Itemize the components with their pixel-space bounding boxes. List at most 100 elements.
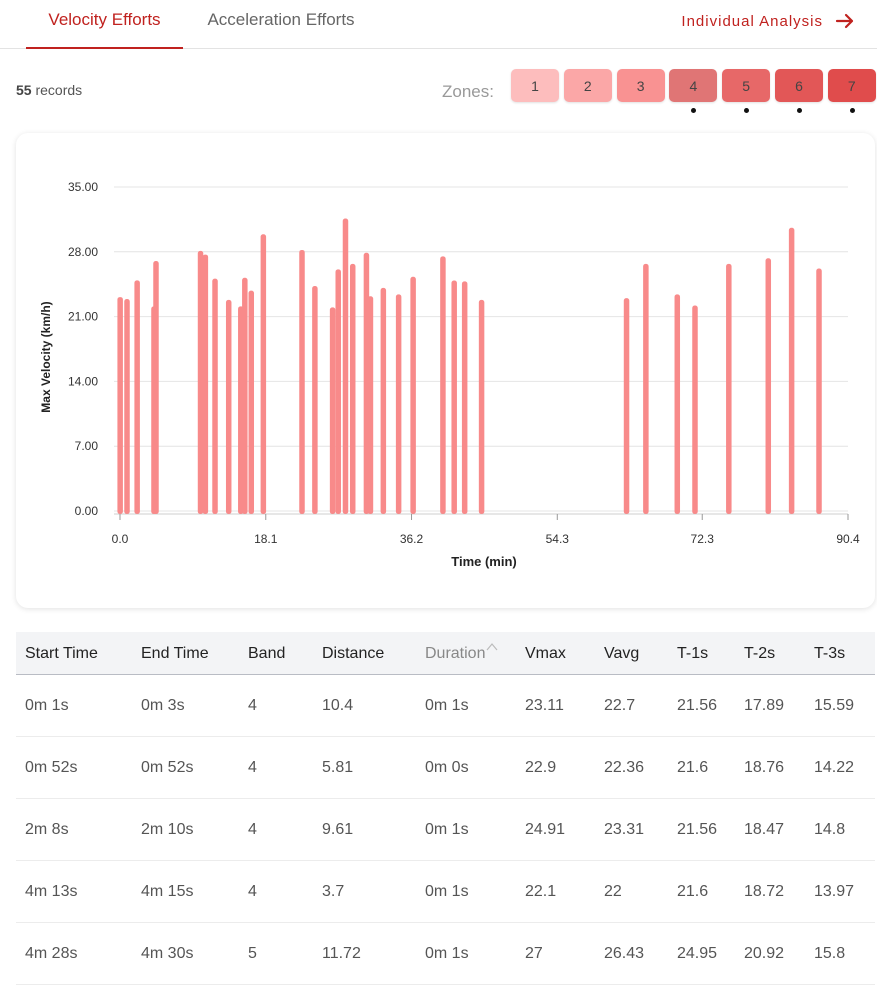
table-cell: 26.43 xyxy=(604,945,645,962)
zone-button-2[interactable]: 2 xyxy=(563,69,612,102)
efforts-table: Start Time End Time Band Distance Duration Vm… xyxy=(16,632,875,985)
zone-button-1[interactable]: 1 xyxy=(511,69,559,102)
column-header-distance[interactable]: Distance xyxy=(322,632,384,675)
table-cell: 24.91 xyxy=(525,821,566,838)
table-cell: 4 xyxy=(248,759,257,776)
chart-bar xyxy=(248,290,255,514)
zone-selected-dot xyxy=(691,108,697,113)
chart-bar xyxy=(124,299,130,514)
column-header-duration[interactable]: Duration xyxy=(425,632,498,675)
chart-bar xyxy=(312,286,318,514)
column-header-label: Vavg xyxy=(604,645,640,662)
x-tick-label: 18.1 xyxy=(254,532,278,546)
column-header-label: T-1s xyxy=(677,645,709,662)
table-cell: 24.95 xyxy=(677,945,718,962)
table-row[interactable]: 0m 1s 0m 3s 4 10.4 0m 1s 23.11 22.7 21.56 17.89 1… xyxy=(16,675,875,737)
table-cell: 14.22 xyxy=(814,759,855,776)
column-header-t-3s[interactable]: T-3s xyxy=(814,632,845,675)
velocity-chart-card: 0.00 7.00 14.00 21.00 28.00 35.00 0.0 18.1 36.2 5… xyxy=(16,133,875,608)
table-cell: 18.47 xyxy=(744,821,785,838)
tab-velocity-efforts[interactable]: Velocity Efforts xyxy=(26,0,183,49)
zones-label: Zones: xyxy=(442,82,494,101)
chart-bar xyxy=(242,277,248,514)
tab-acceleration-efforts[interactable]: Acceleration Efforts xyxy=(207,10,355,29)
chart-bar xyxy=(765,258,772,514)
table-cell: 4 xyxy=(248,883,257,900)
column-header-start-time[interactable]: Start Time xyxy=(25,632,98,675)
y-tick-label: 28.00 xyxy=(68,245,98,259)
table-cell: 4m 28s xyxy=(25,945,78,962)
table-cell: 11.72 xyxy=(322,945,361,962)
chart-bar xyxy=(461,281,468,514)
table-cell: 2m 10s xyxy=(141,821,194,838)
chart-bar xyxy=(225,299,232,514)
table-cell: 2m 8s xyxy=(25,821,69,838)
column-header-label: Distance xyxy=(322,645,385,662)
table-cell: 15.8 xyxy=(814,945,846,962)
zone-button-5[interactable]: 5 xyxy=(722,69,771,102)
table-cell: 5 xyxy=(248,945,257,962)
chart-bar xyxy=(788,227,795,514)
records-count: 55 records xyxy=(16,82,82,98)
tab-bar: Velocity Efforts Acceleration Efforts In… xyxy=(0,0,877,49)
zone-selected-dot xyxy=(849,108,855,113)
table-body: 0m 1s 0m 3s 4 10.4 0m 1s 23.11 22.7 21.56 17.89 1… xyxy=(16,675,875,985)
column-header-band[interactable]: Band xyxy=(248,632,285,675)
sort-up-icon[interactable] xyxy=(486,642,498,652)
chart-bar xyxy=(335,269,341,514)
table-cell: 0m 3s xyxy=(141,697,185,714)
table-row[interactable]: 2m 8s 2m 10s 4 9.61 0m 1s 24.91 23.31 21.56 18.4… xyxy=(16,799,875,861)
table-cell: 4m 15s xyxy=(141,883,194,900)
x-axis-title: Time (min) xyxy=(451,554,517,569)
column-header-t-1s[interactable]: T-1s xyxy=(677,632,708,675)
chart-bar xyxy=(816,268,822,514)
zone-button-3[interactable]: 3 xyxy=(616,69,665,102)
individual-analysis-link[interactable]: Individual Analysis xyxy=(681,6,855,36)
table-cell: 0m 52s xyxy=(25,759,78,776)
chart-bar xyxy=(212,278,218,514)
column-header-vmax[interactable]: Vmax xyxy=(525,632,566,675)
zone-button-4[interactable]: 4 xyxy=(669,69,718,102)
table-cell: 0m 0s xyxy=(425,759,469,776)
column-header-label: Start Time xyxy=(25,645,98,662)
table-cell: 22.1 xyxy=(525,883,557,900)
column-header-t-2s[interactable]: T-2s xyxy=(744,632,775,675)
chart-bar xyxy=(202,254,209,514)
column-header-label: T-3s xyxy=(814,645,846,662)
column-header-end-time[interactable]: End Time xyxy=(141,632,209,675)
table-cell: 14.8 xyxy=(814,821,846,838)
velocity-chart: 0.00 7.00 14.00 21.00 28.00 35.00 0.0 18.1 36.2 5… xyxy=(39,180,860,569)
x-tick-label: 36.2 xyxy=(400,532,424,546)
records-label: records xyxy=(35,82,83,98)
column-header-vavg[interactable]: Vavg xyxy=(604,632,639,675)
column-header-label: T-2s xyxy=(744,645,776,662)
table-cell: 20.92 xyxy=(744,945,785,962)
column-header-label: Vmax xyxy=(525,645,566,662)
table-cell: 22.7 xyxy=(604,697,636,714)
zone-selected-dot xyxy=(744,108,750,113)
table-row[interactable]: 0m 52s 0m 52s 4 5.81 0m 0s 22.9 22.36 21.6 18.76… xyxy=(16,737,875,799)
chart-bar xyxy=(674,294,681,514)
table-cell: 22 xyxy=(604,883,622,900)
zone-button-6[interactable]: 6 xyxy=(775,69,823,102)
zone-button-7[interactable]: 7 xyxy=(827,69,876,102)
table-header: Start Time End Time Band Distance Duration Vm… xyxy=(16,632,875,675)
chart-bar xyxy=(440,256,446,514)
chart-bar xyxy=(692,305,698,514)
table-cell: 21.56 xyxy=(677,697,718,714)
chart-bar xyxy=(299,249,305,514)
table-cell: 0m 52s xyxy=(141,759,194,776)
table-cell: 18.72 xyxy=(744,883,785,900)
table-cell: 22.36 xyxy=(604,759,645,776)
table-row[interactable]: 4m 13s 4m 15s 4 3.7 0m 1s 22.1 22 21.6 18.72 13.9… xyxy=(16,861,875,923)
table-cell: 15.59 xyxy=(814,697,855,714)
table-cell: 21.6 xyxy=(677,883,709,900)
table-cell: 27 xyxy=(525,945,543,962)
chart-bar xyxy=(643,263,649,514)
chart-bar xyxy=(395,294,402,514)
chart-bar xyxy=(380,287,387,514)
table-cell: 9.61 xyxy=(322,821,354,838)
table-row[interactable]: 4m 28s 4m 30s 5 11.72 0m 1s 27 26.43 24.95 20.92… xyxy=(16,923,875,985)
table-cell: 4 xyxy=(248,821,257,838)
table-cell: 13.97 xyxy=(814,883,855,900)
